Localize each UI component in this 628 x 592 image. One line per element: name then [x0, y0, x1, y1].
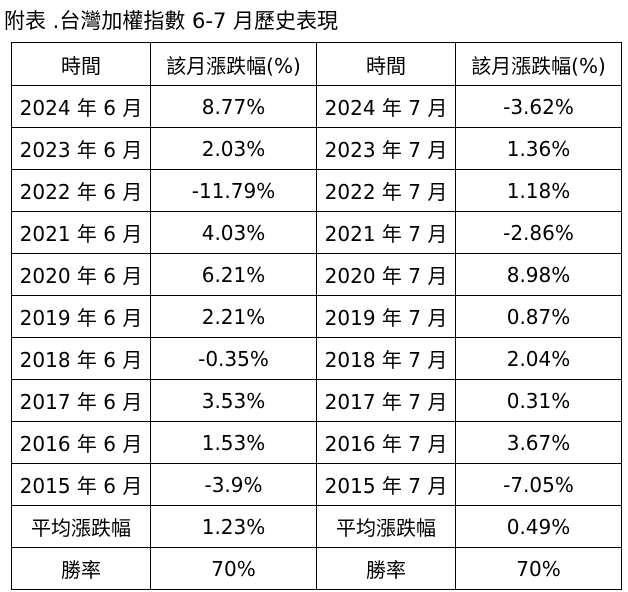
june-date-cell: 2018 年 6 月 — [11, 337, 151, 380]
win-rate-value-june: 70% — [150, 547, 317, 590]
june-change-cell: 2.21% — [150, 295, 317, 338]
june-date-cell: 2020 年 6 月 — [11, 253, 151, 296]
table-row: 2020 年 6 月 6.21% 2020 年 7 月 8.98% — [11, 253, 622, 296]
table-row: 2018 年 6 月 -0.35% 2018 年 7 月 2.04% — [11, 337, 622, 380]
june-change-cell: -0.35% — [150, 337, 317, 380]
june-date-cell: 2015 年 6 月 — [11, 463, 151, 506]
header-time-june: 時間 — [11, 42, 151, 86]
june-date-cell: 2016 年 6 月 — [11, 421, 151, 464]
average-label-june: 平均漲跌幅 — [11, 505, 151, 548]
table-row: 2015 年 6 月 -3.9% 2015 年 7 月 -7.05% — [11, 463, 622, 506]
table-row: 2019 年 6 月 2.21% 2019 年 7 月 0.87% — [11, 295, 622, 338]
win-rate-label-june: 勝率 — [11, 547, 151, 590]
june-change-cell: 1.53% — [150, 421, 317, 464]
june-date-cell: 2021 年 6 月 — [11, 211, 151, 254]
july-change-cell: 0.87% — [455, 295, 622, 338]
june-date-cell: 2022 年 6 月 — [11, 169, 151, 212]
july-change-cell: -7.05% — [455, 463, 622, 506]
july-change-cell: 8.98% — [455, 253, 622, 296]
win-rate-value-july: 70% — [455, 547, 622, 590]
july-change-cell: 1.36% — [455, 127, 622, 170]
table-row: 2024 年 6 月 8.77% 2024 年 7 月 -3.62% — [11, 85, 622, 128]
july-date-cell: 2022 年 7 月 — [316, 169, 456, 212]
header-change-july: 該月漲跌幅(%) — [455, 42, 622, 86]
july-change-cell: 1.18% — [455, 169, 622, 212]
table-row: 2023 年 6 月 2.03% 2023 年 7 月 1.36% — [11, 127, 622, 170]
average-label-july: 平均漲跌幅 — [316, 505, 456, 548]
average-value-june: 1.23% — [150, 505, 317, 548]
table-caption: 附表 .台灣加權指數 6-7 月歷史表現 — [4, 9, 338, 33]
win-rate-row: 勝率 70% 勝率 70% — [11, 547, 622, 590]
header-time-july: 時間 — [316, 42, 456, 86]
june-change-cell: 2.03% — [150, 127, 317, 170]
july-date-cell: 2019 年 7 月 — [316, 295, 456, 338]
table-row: 2016 年 6 月 1.53% 2016 年 7 月 3.67% — [11, 421, 622, 464]
july-date-cell: 2020 年 7 月 — [316, 253, 456, 296]
july-date-cell: 2016 年 7 月 — [316, 421, 456, 464]
june-date-cell: 2019 年 6 月 — [11, 295, 151, 338]
july-change-cell: 0.31% — [455, 379, 622, 422]
history-table: 時間 該月漲跌幅(%) 時間 該月漲跌幅(%) 2024 年 6 月 8.77% 2… — [11, 42, 622, 590]
july-change-cell: -3.62% — [455, 85, 622, 128]
table-row: 2022 年 6 月 -11.79% 2022 年 7 月 1.18% — [11, 169, 622, 212]
july-change-cell: 3.67% — [455, 421, 622, 464]
july-change-cell: 2.04% — [455, 337, 622, 380]
july-date-cell: 2018 年 7 月 — [316, 337, 456, 380]
win-rate-label-july: 勝率 — [316, 547, 456, 590]
june-change-cell: 4.03% — [150, 211, 317, 254]
june-change-cell: -11.79% — [150, 169, 317, 212]
june-date-cell: 2023 年 6 月 — [11, 127, 151, 170]
june-change-cell: -3.9% — [150, 463, 317, 506]
june-change-cell: 6.21% — [150, 253, 317, 296]
july-date-cell: 2024 年 7 月 — [316, 85, 456, 128]
average-value-july: 0.49% — [455, 505, 622, 548]
june-change-cell: 3.53% — [150, 379, 317, 422]
june-date-cell: 2024 年 6 月 — [11, 85, 151, 128]
header-change-june: 該月漲跌幅(%) — [150, 42, 317, 86]
july-date-cell: 2017 年 7 月 — [316, 379, 456, 422]
average-row: 平均漲跌幅 1.23% 平均漲跌幅 0.49% — [11, 505, 622, 548]
table-row: 2021 年 6 月 4.03% 2021 年 7 月 -2.86% — [11, 211, 622, 254]
july-date-cell: 2015 年 7 月 — [316, 463, 456, 506]
july-change-cell: -2.86% — [455, 211, 622, 254]
header-row: 時間 該月漲跌幅(%) 時間 該月漲跌幅(%) — [11, 42, 622, 86]
july-date-cell: 2023 年 7 月 — [316, 127, 456, 170]
june-date-cell: 2017 年 6 月 — [11, 379, 151, 422]
table-row: 2017 年 6 月 3.53% 2017 年 7 月 0.31% — [11, 379, 622, 422]
july-date-cell: 2021 年 7 月 — [316, 211, 456, 254]
june-change-cell: 8.77% — [150, 85, 317, 128]
